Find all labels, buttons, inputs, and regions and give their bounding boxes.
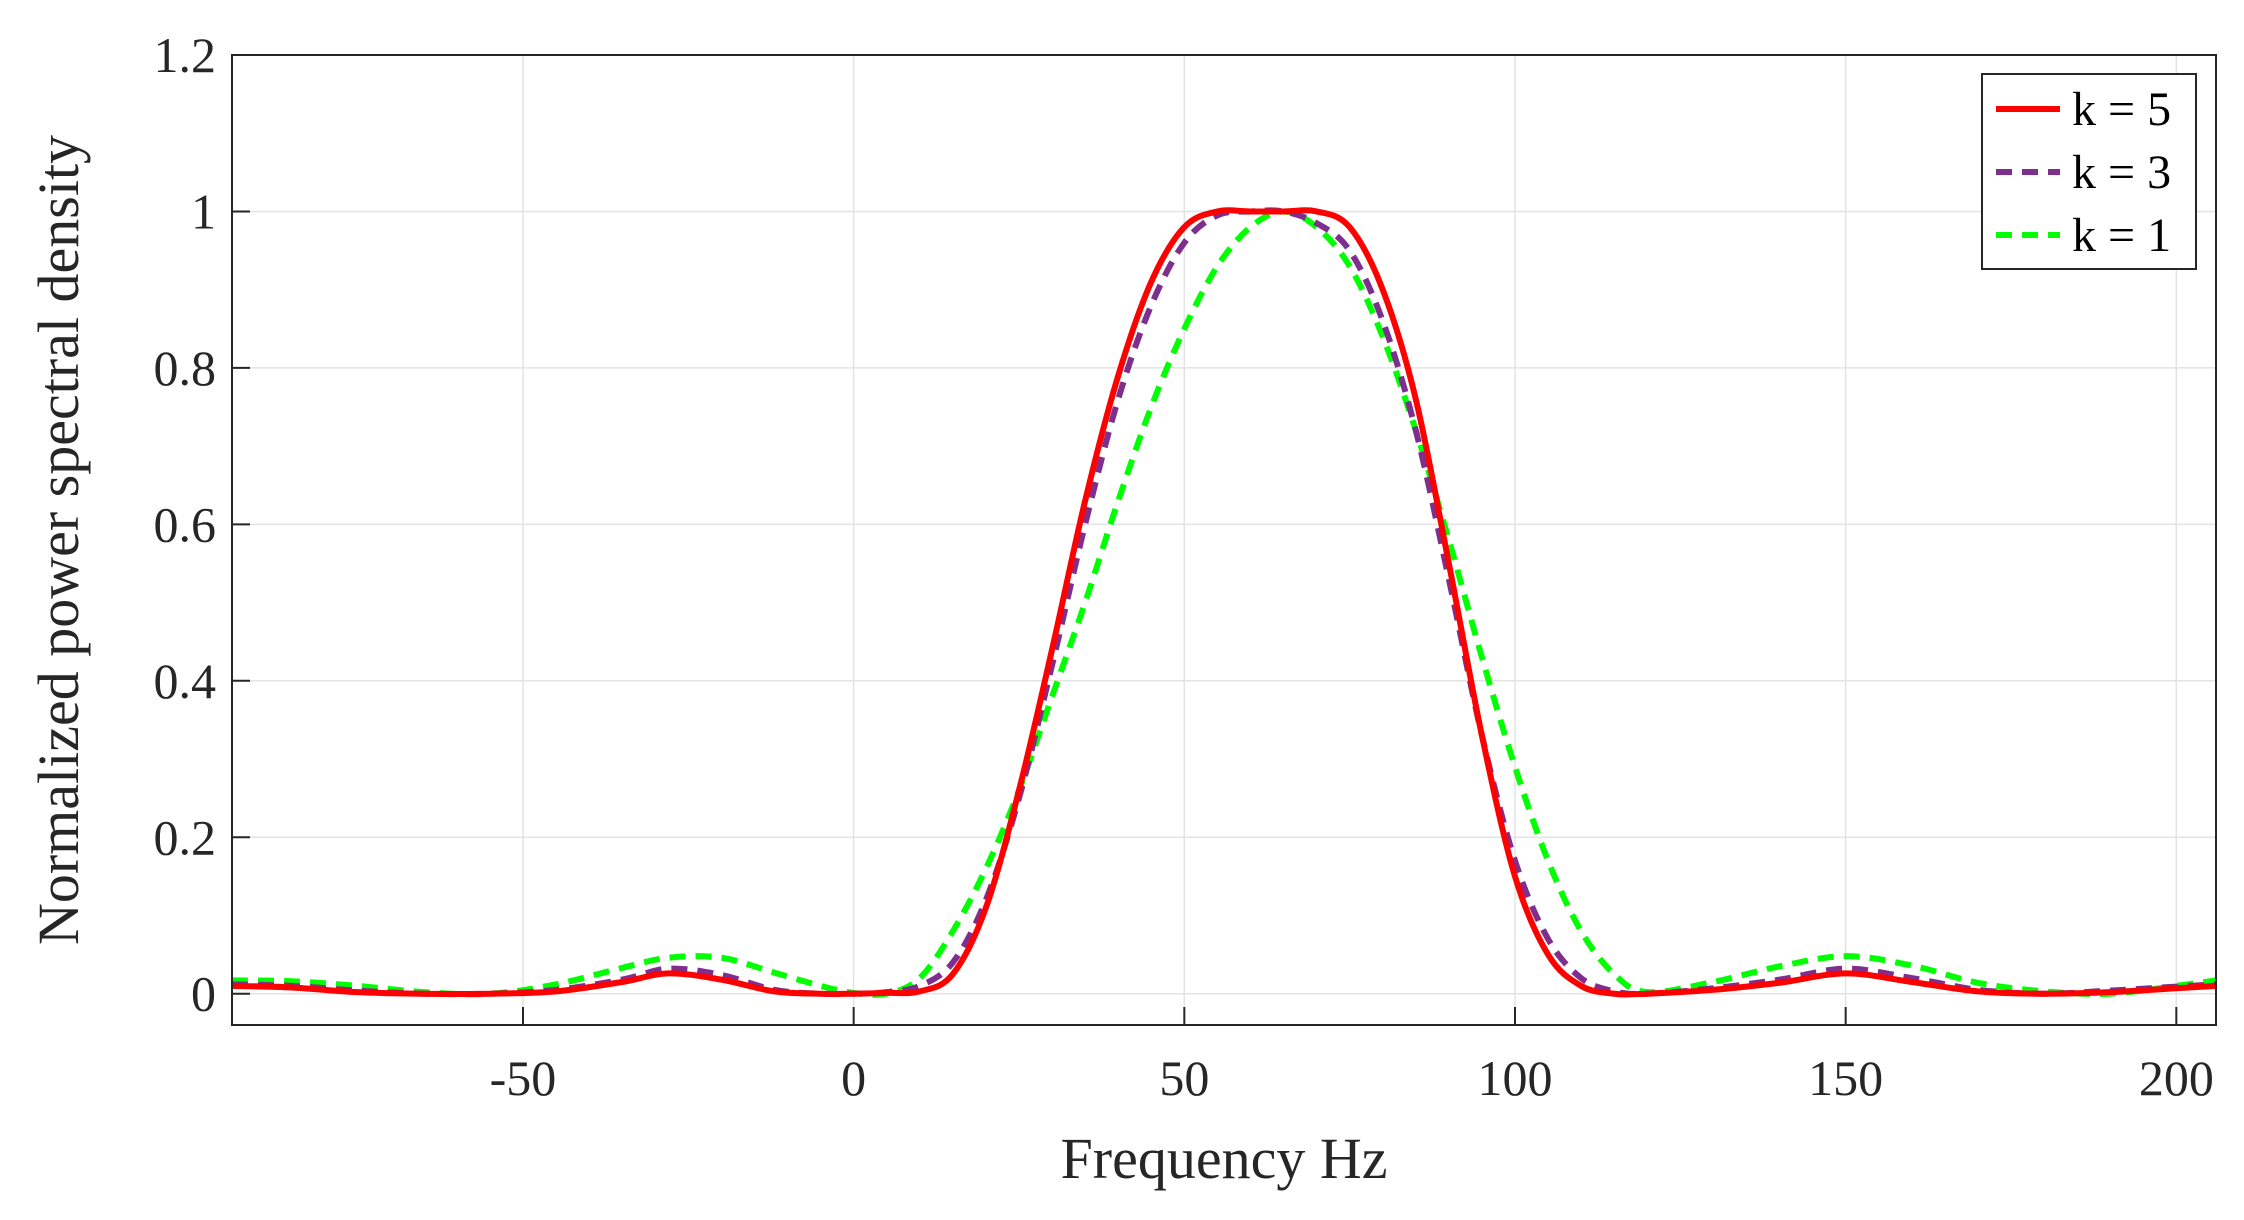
x-tick-label: 150 [1808, 1050, 1883, 1106]
y-tick-labels: 0 0.2 0.4 0.6 0.8 1 1.2 [154, 27, 217, 1022]
axes-box [231, 54, 2217, 1026]
x-tick-labels: -50 0 50 100 150 200 [490, 1050, 2214, 1106]
series-line-k-3 [231, 207, 2217, 998]
series-line-k-5 [231, 207, 2217, 998]
y-tick-label: 0.6 [154, 496, 217, 552]
y-tick-label: 0 [191, 966, 216, 1022]
x-tick-label: 50 [1159, 1050, 1209, 1106]
x-tick-label: 100 [1477, 1050, 1552, 1106]
legend-label: k = 3 [2072, 146, 2171, 199]
legend-label: k = 1 [2072, 209, 2171, 262]
series-line-k-1 [231, 208, 2217, 998]
y-tick-label: 0.4 [154, 653, 217, 709]
y-tick-label: 0.8 [154, 340, 217, 396]
data-series [231, 207, 2217, 998]
x-tick-label: -50 [490, 1050, 557, 1106]
y-tick-label: 1.2 [154, 27, 217, 83]
y-tick-label: 1 [191, 183, 216, 239]
legend: k = 5 k = 3 k = 1 [1981, 73, 2197, 270]
legend-label: k = 5 [2072, 83, 2171, 136]
x-tick-label: 0 [841, 1050, 866, 1106]
y-tick-label: 0.2 [154, 809, 217, 865]
x-tick-label: 200 [2139, 1050, 2214, 1106]
y-axis-label: Normalized power spectral density [26, 135, 91, 945]
x-axis-label: Frequency Hz [1061, 1126, 1388, 1191]
tick-marks [232, 54, 2178, 1025]
